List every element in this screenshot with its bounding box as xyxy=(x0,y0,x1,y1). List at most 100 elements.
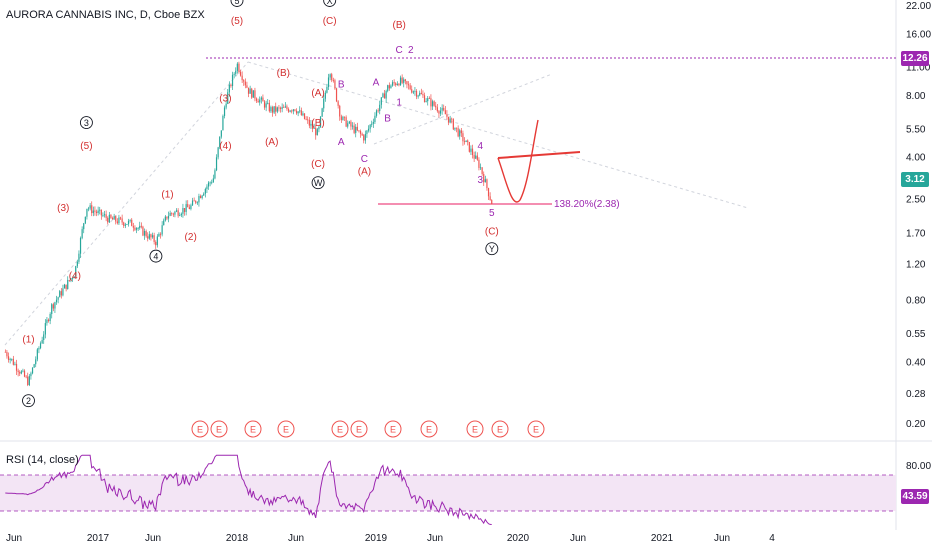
candle-body xyxy=(388,85,390,89)
candle-body xyxy=(188,207,190,209)
candle-body xyxy=(439,110,442,114)
candle-body xyxy=(100,209,102,216)
candle-body xyxy=(452,119,454,130)
candle-body xyxy=(315,127,317,136)
candle-body xyxy=(62,288,64,296)
svg-text:E: E xyxy=(197,425,203,435)
candle-body xyxy=(11,358,13,360)
price-tick-label: 5.50 xyxy=(906,124,926,135)
candle-body xyxy=(335,88,338,102)
wave-label: (A) xyxy=(311,88,324,99)
candle-body xyxy=(196,202,198,204)
candle-body xyxy=(83,223,85,230)
candle-body xyxy=(68,279,70,281)
svg-text:(C): (C) xyxy=(485,227,499,238)
candle-body xyxy=(171,212,173,214)
candle-body xyxy=(486,179,488,189)
candle-body xyxy=(415,90,418,97)
earnings-marker[interactable]: E xyxy=(350,420,368,438)
candle-body xyxy=(303,113,306,119)
earnings-marker[interactable]: E xyxy=(491,420,509,438)
candle-body xyxy=(252,90,254,98)
time-tick-label: 4 xyxy=(769,533,775,544)
candle-body xyxy=(295,110,298,114)
candle-body xyxy=(17,370,19,373)
earnings-marker[interactable]: E xyxy=(244,420,262,438)
candle-body xyxy=(75,266,77,277)
candle-body xyxy=(257,100,259,103)
earnings-marker[interactable]: E xyxy=(210,420,228,438)
svg-text:Y: Y xyxy=(489,244,495,254)
candle-body xyxy=(195,200,197,203)
earnings-marker[interactable]: E xyxy=(527,420,545,438)
candle-body xyxy=(6,351,8,357)
svg-text:(A): (A) xyxy=(265,137,278,148)
svg-text:(B): (B) xyxy=(277,68,290,79)
svg-text:(1): (1) xyxy=(22,335,34,346)
svg-text:(5): (5) xyxy=(80,141,92,152)
candle-body xyxy=(239,71,242,76)
candle-body xyxy=(199,196,202,199)
candle-body xyxy=(387,85,389,91)
candle-body xyxy=(215,157,218,171)
candle-body xyxy=(350,121,352,127)
candle-body xyxy=(326,87,328,93)
candle-body xyxy=(348,121,350,124)
candle-body xyxy=(435,105,437,108)
candle-body xyxy=(366,130,368,134)
candle-body xyxy=(444,110,446,115)
wave-label: 3 xyxy=(477,175,483,186)
candle-body xyxy=(19,372,21,374)
candle-body xyxy=(465,140,467,142)
earnings-marker[interactable]: E xyxy=(384,420,402,438)
candle-body xyxy=(359,130,362,134)
earnings-marker[interactable]: E xyxy=(331,420,349,438)
wave-label: 2 xyxy=(408,45,414,56)
svg-text:C: C xyxy=(361,154,368,165)
candle-body xyxy=(425,101,427,103)
candle-body xyxy=(267,102,269,104)
wave-label: A xyxy=(338,137,345,148)
candle-body xyxy=(404,79,406,82)
candle-body xyxy=(247,87,250,94)
candle-body xyxy=(175,210,178,212)
wave-label: B xyxy=(338,79,345,90)
price-tick-label: 22.00 xyxy=(906,1,931,12)
candle-body xyxy=(358,130,360,132)
candle-body xyxy=(276,107,278,112)
candle-body xyxy=(161,225,163,235)
candle-body xyxy=(190,205,192,209)
earnings-marker[interactable]: E xyxy=(420,420,438,438)
candle-body xyxy=(57,297,59,300)
candle-body xyxy=(331,74,333,81)
wave-label: (4) xyxy=(69,271,81,282)
earnings-marker[interactable]: E xyxy=(277,420,295,438)
wave-label: (B) xyxy=(277,68,290,79)
candle-body xyxy=(211,182,213,184)
wave-label: 4 xyxy=(149,249,163,263)
svg-text:2: 2 xyxy=(26,396,31,406)
candle-body xyxy=(283,107,285,108)
svg-text:(C): (C) xyxy=(323,16,337,27)
price-tick-label: 0.20 xyxy=(906,419,926,430)
candle-body xyxy=(22,370,24,372)
candle-body xyxy=(127,220,130,225)
price-tick-label: 11.00 xyxy=(906,63,931,74)
wave-label: 4 xyxy=(477,141,483,152)
earnings-marker[interactable]: E xyxy=(466,420,484,438)
candle-body xyxy=(353,125,355,133)
wave-label: W xyxy=(311,176,325,190)
time-tick-label: Jun xyxy=(6,533,22,544)
candle-body xyxy=(51,304,53,315)
candle-body xyxy=(286,106,288,109)
candle-body xyxy=(36,349,38,360)
wave-label: (C) xyxy=(311,159,325,170)
candle-body xyxy=(343,116,346,118)
candle-body xyxy=(334,80,336,89)
earnings-marker[interactable]: E xyxy=(191,420,209,438)
candle-body xyxy=(44,323,46,335)
candle-body xyxy=(470,148,472,152)
wave-label: 5 xyxy=(489,208,495,219)
candle-body xyxy=(364,133,366,141)
